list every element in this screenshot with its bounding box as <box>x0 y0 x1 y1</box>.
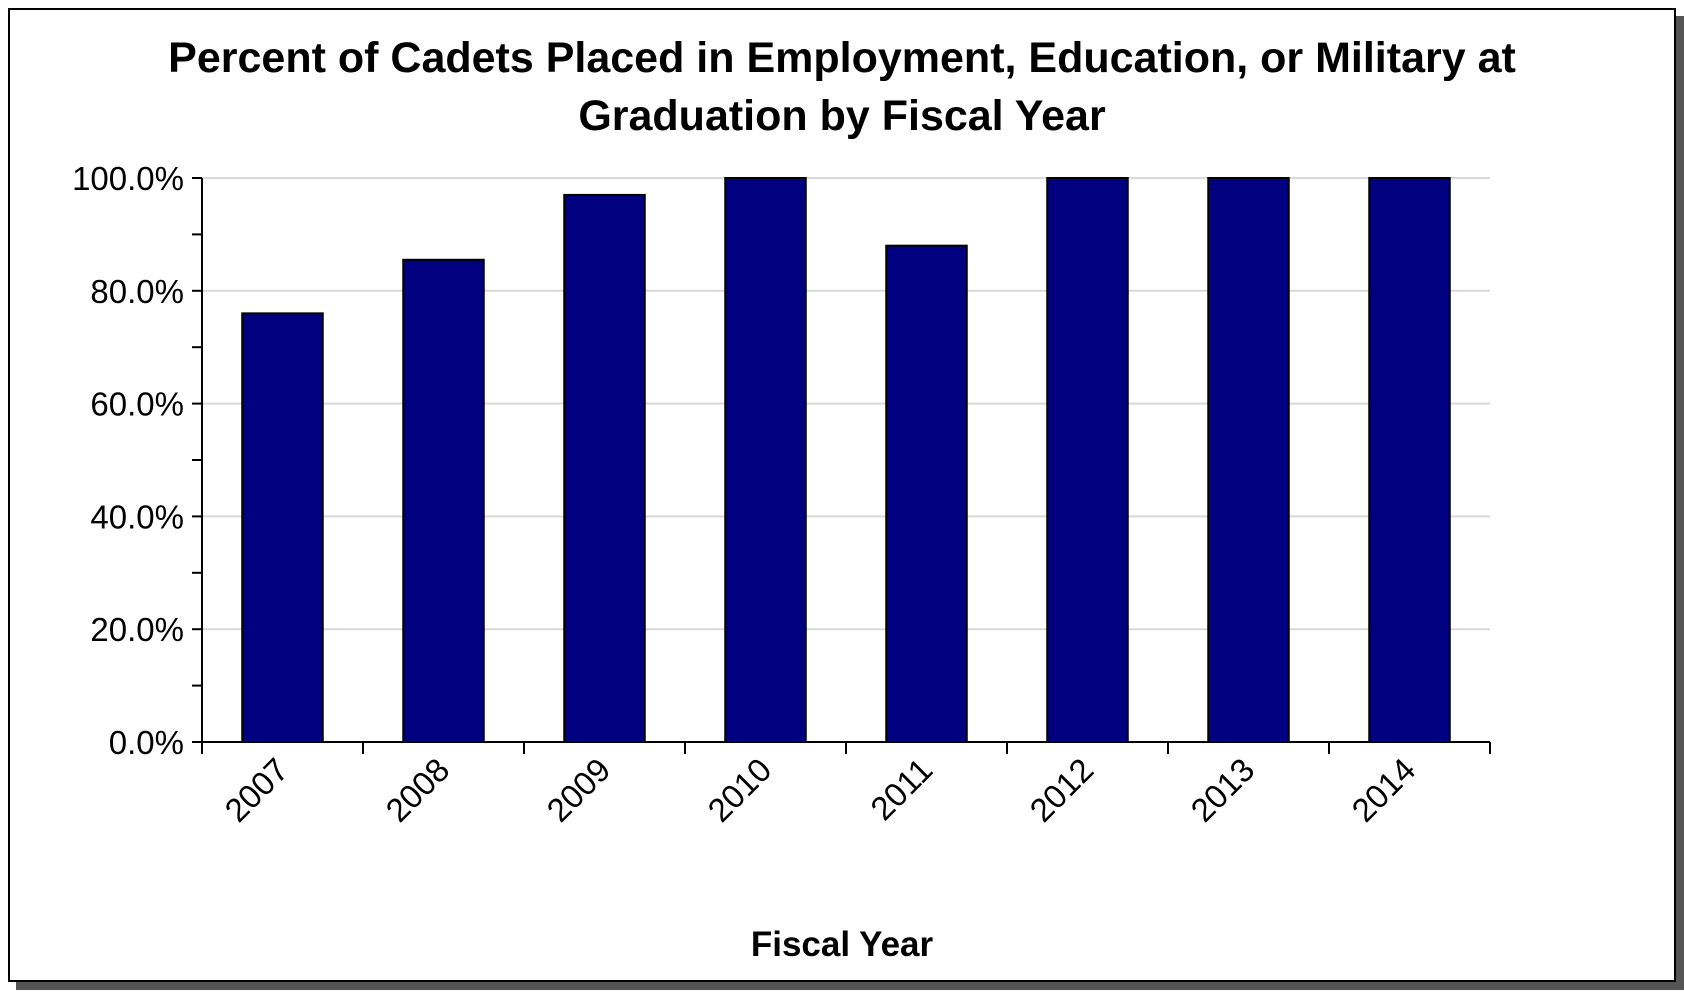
bars <box>241 177 1451 744</box>
bar-2009 <box>563 193 646 744</box>
bar-2011 <box>885 244 968 743</box>
x-tick-label: 2009 <box>539 751 617 829</box>
x-axis-title: Fiscal Year <box>751 925 934 964</box>
chart-title-line-2: Graduation by Fiscal Year <box>578 92 1106 140</box>
x-tick-label: 2012 <box>1022 751 1100 829</box>
x-tick-label: 2013 <box>1183 751 1261 829</box>
y-tick-label: 60.0% <box>90 386 184 423</box>
chart-title: Percent of Cadets Placed in Employment, … <box>168 34 1516 140</box>
y-tick-label: 40.0% <box>90 498 184 535</box>
gridlines <box>202 177 1490 631</box>
y-tick-label: 20.0% <box>90 611 184 648</box>
axes <box>192 177 1491 754</box>
bar-2014 <box>1368 177 1451 743</box>
bar-chart: Percent of Cadets Placed in Employment, … <box>72 34 1516 964</box>
bar-2008 <box>402 258 485 743</box>
x-tick-label: 2010 <box>700 751 778 829</box>
y-tick-label: 100.0% <box>72 160 184 197</box>
y-tick-labels: 0.0% 20.0% 40.0% 60.0% 80.0% 100.0% <box>72 160 184 761</box>
x-tick-label: 2008 <box>378 751 456 829</box>
bar-2010 <box>724 177 807 743</box>
y-tick-label: 0.0% <box>109 724 184 761</box>
y-tick-label: 80.0% <box>90 273 184 310</box>
x-tick-labels: 2007 2008 2009 2010 2011 2012 2013 2014 <box>217 751 1422 829</box>
x-tick-label: 2011 <box>863 751 939 827</box>
bar-2007 <box>241 312 324 743</box>
bar-2013 <box>1207 177 1290 743</box>
x-tick-label: 2007 <box>217 751 295 829</box>
chart-frame: Percent of Cadets Placed in Employment, … <box>8 8 1676 982</box>
x-tick-label: 2014 <box>1344 751 1422 829</box>
chart-title-line-1: Percent of Cadets Placed in Employment, … <box>168 34 1516 82</box>
bar-2012 <box>1046 177 1129 743</box>
